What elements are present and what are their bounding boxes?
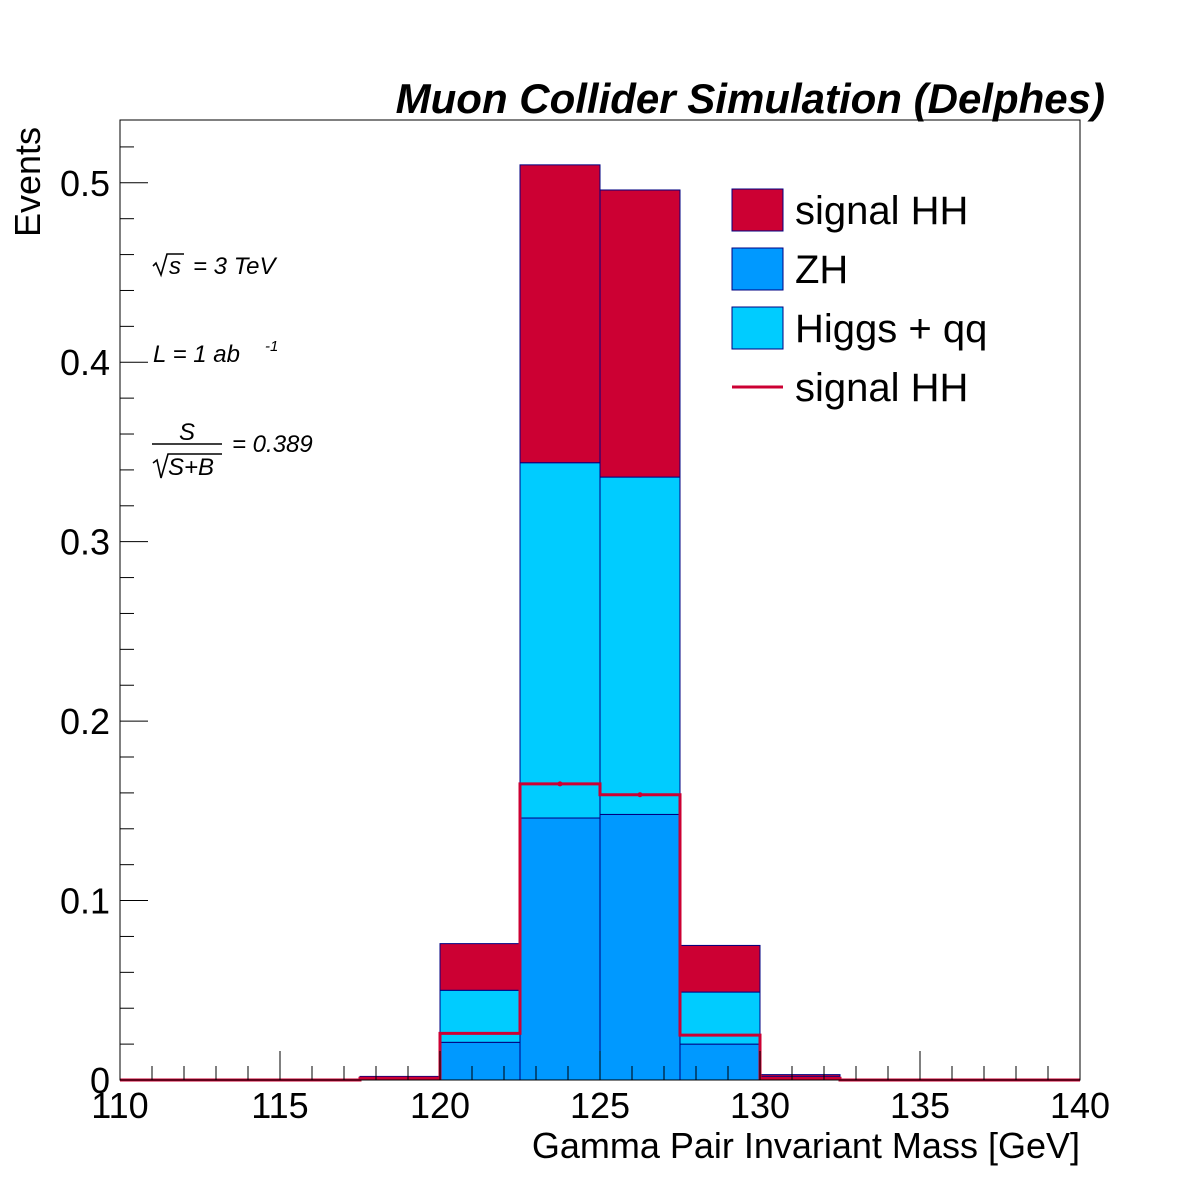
bar-higgs-qq xyxy=(599,476,681,815)
bar-signal-hh xyxy=(439,943,521,991)
x-tick-label: 120 xyxy=(410,1085,470,1126)
overlay-point xyxy=(557,781,563,787)
x-axis: 110 115 120 125 130 135 140 xyxy=(91,1051,1110,1126)
x-tick-label: 135 xyxy=(890,1085,950,1126)
sqrt-sign xyxy=(152,253,184,278)
x-tick-label: 110 xyxy=(91,1085,148,1126)
bar-signal-hh xyxy=(679,944,761,993)
legend-label: signal HH xyxy=(795,189,968,233)
sqrt-sign-2 xyxy=(152,453,222,479)
y-tick-label: 0.4 xyxy=(60,342,110,383)
lumi-label: L = 1 ab xyxy=(153,341,240,368)
bar-zh xyxy=(679,1043,761,1081)
significance-numerator: S xyxy=(179,419,195,446)
energy-annotation: s = 3 TeV xyxy=(152,253,278,280)
chart-title: Muon Collider Simulation (Delphes) xyxy=(396,75,1105,122)
significance-value: = 0.389 xyxy=(232,431,313,458)
y-tick-label: 0.5 xyxy=(60,163,110,204)
significance-annotation: S S+B = 0.389 xyxy=(152,419,313,481)
bar-signal-hh xyxy=(599,189,681,478)
y-tick-label: 0.2 xyxy=(60,701,110,742)
bar-signal-hh xyxy=(759,1074,841,1077)
bar-signal-hh xyxy=(519,164,601,464)
x-tick-label: 125 xyxy=(570,1085,630,1126)
lumi-annotation: L = 1 ab -1 xyxy=(153,338,278,368)
x-tick-label: 115 xyxy=(251,1085,308,1126)
y-axis: 0 0.1 0.2 0.3 0.4 0.5 xyxy=(60,146,148,1101)
bar-zh xyxy=(519,817,601,1081)
x-tick-label: 140 xyxy=(1050,1085,1110,1126)
lumi-exponent: -1 xyxy=(265,338,278,355)
bars-layer xyxy=(359,164,841,1081)
bar-zh xyxy=(599,813,681,1081)
bar-zh xyxy=(439,1041,521,1081)
y-axis-label: Events xyxy=(7,127,48,237)
legend-swatch xyxy=(731,247,784,291)
y-tick-label: 0.3 xyxy=(60,522,110,563)
bar-higgs-qq xyxy=(519,462,601,819)
x-tick-label: 130 xyxy=(730,1085,790,1126)
legend-label: ZH xyxy=(795,248,848,292)
y-tick-label: 0.1 xyxy=(60,881,110,922)
overlay-point xyxy=(637,792,643,798)
legend-label: signal HH xyxy=(795,366,968,410)
energy-label: s xyxy=(169,253,181,280)
y-tick-label: 0 xyxy=(90,1060,110,1101)
legend: signal HH ZH Higgs + qq signal HH xyxy=(731,188,987,410)
x-axis-label: Gamma Pair Invariant Mass [GeV] xyxy=(532,1125,1080,1166)
significance-denominator: S+B xyxy=(168,454,214,481)
energy-value: = 3 TeV xyxy=(193,253,278,280)
legend-swatch xyxy=(731,188,784,232)
legend-label: Higgs + qq xyxy=(795,307,987,351)
legend-swatch xyxy=(731,306,784,350)
